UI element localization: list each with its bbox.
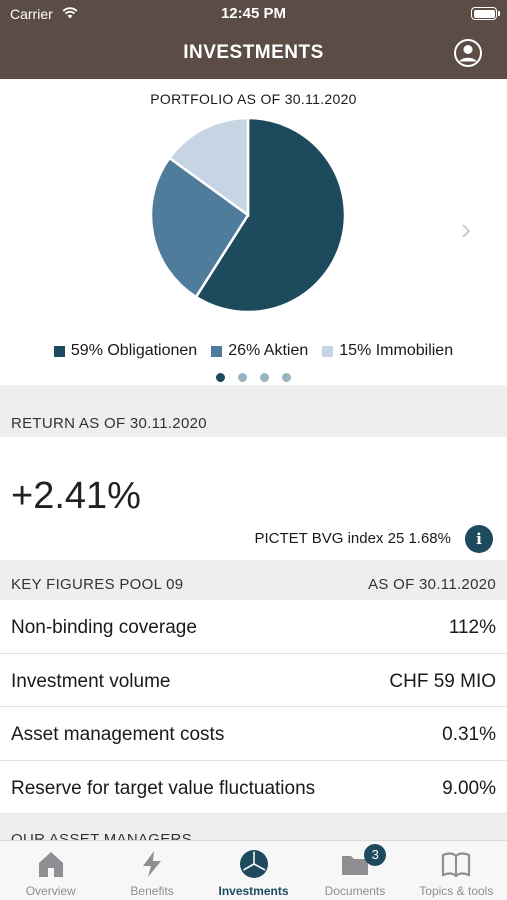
tab-benefits[interactable]: Benefits — [101, 841, 202, 900]
navigation-bar: INVESTMENTS — [0, 28, 507, 79]
key-figure-label: Non-binding coverage — [11, 617, 197, 638]
legend-label: 26% Aktien — [228, 342, 309, 359]
info-icon[interactable]: i — [465, 525, 493, 553]
carrier-label: Carrier — [10, 6, 53, 22]
key-figures-header: KEY FIGURES POOL 09 AS OF 30.11.2020 — [0, 560, 507, 600]
page-indicator[interactable] — [0, 373, 507, 382]
portfolio-card[interactable]: PORTFOLIO AS OF 30.11.2020 59% Obligatio… — [0, 79, 507, 385]
key-figure-value: 0.31% — [442, 724, 496, 745]
key-figure-row: Investment volume CHF 59 MIO — [0, 653, 507, 707]
key-figure-label: Investment volume — [11, 670, 171, 692]
tab-label: Benefits — [130, 884, 174, 898]
legend-item: 15% Immobilien — [322, 342, 453, 360]
tab-bar: Overview Benefits Investments 3 Document… — [0, 840, 507, 900]
key-figures-list: Non-binding coverage 112% Investment vol… — [0, 600, 507, 814]
wifi-icon — [62, 7, 78, 19]
tab-investments[interactable]: Investments — [203, 841, 304, 900]
chart-legend: 59% Obligationen 26% Aktien 15% Immobili… — [0, 342, 507, 360]
key-figure-value: 9.00% — [442, 777, 496, 799]
pie-slice-immobilien — [167, 116, 250, 218]
tab-label: Topics & tools — [419, 884, 494, 898]
documents-badge: 3 — [364, 844, 387, 866]
key-figures-heading: KEY FIGURES POOL 09 — [11, 576, 184, 593]
asset-managers-header: OUR ASSET MANAGERS — [0, 814, 507, 844]
return-card: +2.41% PICTET BVG index 25 1.68% i — [0, 437, 507, 560]
profile-icon[interactable] — [453, 38, 483, 68]
key-figure-value: CHF 59 MIO — [389, 670, 496, 692]
status-bar: Carrier 12:45 PM — [0, 0, 507, 28]
portfolio-pie-chart — [149, 116, 347, 314]
page-dot[interactable] — [282, 373, 291, 382]
key-figure-label: Reserve for target value fluctuations — [11, 777, 316, 799]
folder-icon — [341, 856, 368, 875]
pie-chart-icon — [239, 850, 268, 878]
chevron-right-icon[interactable] — [460, 222, 472, 240]
legend-item: 59% Obligationen — [53, 342, 198, 360]
benchmark-index-text: PICTET BVG index 25 1.68% — [254, 530, 452, 547]
pie-slice-obligationen — [194, 116, 347, 314]
key-figure-row: Asset management costs 0.31% — [0, 707, 507, 761]
clock: 12:45 PM — [220, 5, 287, 22]
page-dot[interactable] — [260, 373, 269, 382]
legend-label: 59% Obligationen — [70, 342, 198, 359]
return-heading: RETURN AS OF 30.11.2020 — [11, 415, 207, 432]
page-dot[interactable] — [216, 373, 225, 382]
key-figure-label: Asset management costs — [11, 724, 225, 745]
key-figures-date: AS OF 30.11.2020 — [368, 576, 496, 593]
lightning-icon — [143, 851, 162, 877]
key-figure-value: 112% — [448, 617, 496, 638]
tab-label: Investments — [218, 884, 289, 898]
key-figure-row: Non-binding coverage 112% — [0, 600, 507, 654]
legend-swatch — [211, 345, 223, 357]
battery-icon — [471, 7, 500, 20]
return-section-header: RETURN AS OF 30.11.2020 — [0, 385, 507, 437]
book-icon — [442, 852, 471, 878]
tab-overview[interactable]: Overview — [0, 841, 101, 900]
return-value: +2.41% — [11, 475, 141, 517]
key-figure-row: Reserve for target value fluctuations 9.… — [0, 760, 507, 814]
page-title: INVESTMENTS — [183, 42, 324, 63]
legend-item: 26% Aktien — [211, 342, 308, 360]
legend-swatch — [53, 345, 65, 357]
house-icon — [38, 852, 63, 877]
pie-slice-aktien — [149, 156, 250, 299]
legend-label: 15% Immobilien — [339, 342, 454, 359]
tab-topics-tools[interactable]: Topics & tools — [406, 841, 507, 900]
portfolio-heading: PORTFOLIO AS OF 30.11.2020 — [150, 91, 357, 107]
legend-swatch — [322, 345, 334, 357]
tab-label: Overview — [25, 884, 76, 898]
page-dot[interactable] — [238, 373, 247, 382]
tab-label: Documents — [324, 884, 386, 898]
tab-documents[interactable]: 3 Documents — [304, 841, 405, 900]
